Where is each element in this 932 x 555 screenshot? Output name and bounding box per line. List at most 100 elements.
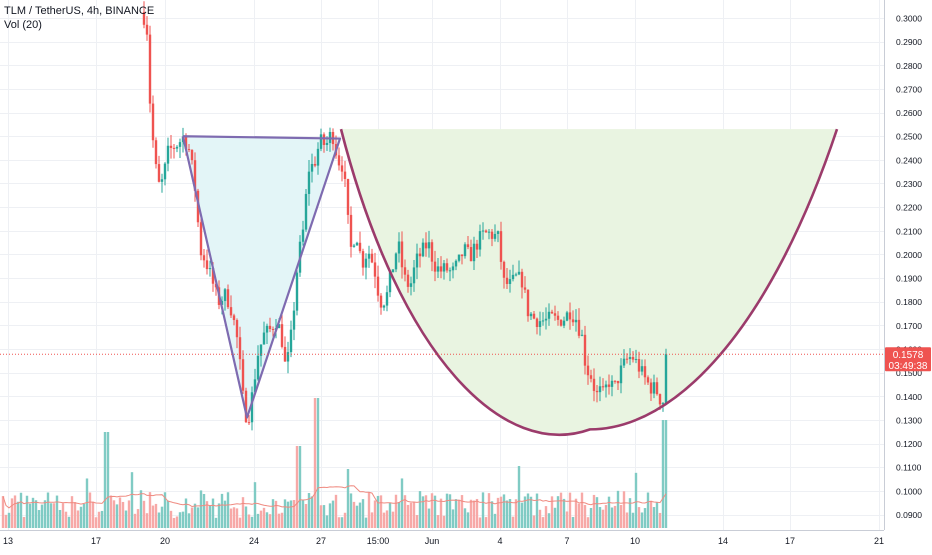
candle-body <box>439 266 443 272</box>
volume-bar <box>115 504 119 528</box>
volume-bar <box>442 515 446 528</box>
candle-down <box>283 336 287 362</box>
candle-down <box>238 326 242 370</box>
price-tick-label: 0.3000 <box>896 14 922 24</box>
candle-body <box>175 146 179 149</box>
candle-body <box>478 231 482 250</box>
volume-bar <box>562 498 566 528</box>
volume-indicator-label[interactable]: Vol (20) <box>4 19 42 31</box>
volume-bar <box>199 490 203 528</box>
volume-bar <box>244 506 248 528</box>
volume-bar <box>454 499 458 528</box>
volume-bar <box>37 510 41 528</box>
candle-body <box>610 380 614 387</box>
candle-body <box>547 311 551 319</box>
candle-body <box>229 307 233 316</box>
candle-down <box>202 248 206 268</box>
volume-bar <box>268 514 272 528</box>
volume-bar <box>13 495 17 528</box>
volume-bar <box>235 508 239 528</box>
candle-up <box>427 230 431 258</box>
volume-bar <box>493 513 497 528</box>
candle-body <box>397 241 401 254</box>
volume-bar <box>649 500 653 528</box>
volume-bar <box>31 497 35 528</box>
price-tick-label: 0.1500 <box>896 368 922 378</box>
volume-bar <box>178 512 182 528</box>
volume-bar <box>232 507 236 528</box>
candle-up <box>511 264 515 282</box>
volume-bar <box>253 482 257 528</box>
volume-bar <box>409 502 413 528</box>
time-tick-label: 13 <box>3 536 13 546</box>
candle-body <box>361 251 365 268</box>
candle-up <box>160 173 164 193</box>
candle-down <box>361 248 365 276</box>
volume-bar <box>451 509 455 528</box>
candle-up <box>163 162 167 186</box>
volume-bar <box>91 501 95 528</box>
volume-bar <box>328 503 332 528</box>
candle-body <box>277 324 281 329</box>
candle-body <box>502 261 506 278</box>
candle-body <box>658 394 662 405</box>
candle-body <box>493 233 497 239</box>
candle-down <box>226 284 230 309</box>
candle-up <box>289 320 293 358</box>
candle-up <box>250 386 254 431</box>
candle-down <box>490 229 494 247</box>
volume-bar <box>1 496 5 528</box>
candle-body <box>601 386 605 388</box>
volume-bar <box>538 509 542 528</box>
candle-body <box>637 359 641 372</box>
candle-body <box>454 260 458 267</box>
candle-up <box>262 321 266 345</box>
candle-body <box>481 230 485 232</box>
candle-body <box>652 382 656 394</box>
price-tick-label: 0.1400 <box>896 392 922 402</box>
volume-bar <box>361 499 365 528</box>
time-tick-label: Jun <box>425 536 440 546</box>
volume-bar <box>598 507 602 528</box>
candle-down <box>373 252 377 289</box>
volume-bar <box>130 472 134 528</box>
volume-bar <box>625 512 629 528</box>
volume-bar <box>376 495 380 528</box>
candle-down <box>406 269 410 293</box>
volume-bar <box>64 511 68 528</box>
time-axis[interactable]: 13 17 20 24 27 15:00 Jun 4 7 10 14 17 21 <box>3 536 884 546</box>
volume-bar <box>661 420 665 528</box>
volume-bar <box>403 495 407 528</box>
volume-bar <box>109 495 113 528</box>
candle-down <box>268 317 272 333</box>
candle-up <box>538 311 542 336</box>
candle-up <box>292 302 296 341</box>
candle-body <box>649 382 653 394</box>
candle-up <box>508 269 512 293</box>
candle-up <box>409 276 413 296</box>
volume-bar <box>259 510 263 528</box>
volume-bar <box>88 492 92 528</box>
candle-down <box>601 378 605 391</box>
candle-down <box>199 217 203 261</box>
candle-body <box>250 392 254 423</box>
candle-body <box>400 241 404 268</box>
candle-down <box>607 374 611 395</box>
volume-bar <box>634 472 638 528</box>
price-tick-label: 0.1700 <box>896 321 922 331</box>
candle-body <box>205 260 209 270</box>
volume-bar <box>568 492 572 528</box>
volume-bar <box>523 496 527 528</box>
candle-body <box>280 324 284 347</box>
candle-down <box>241 350 245 394</box>
volume-bar <box>301 500 305 528</box>
volume-bar <box>7 512 11 528</box>
volume-bar <box>349 493 353 528</box>
candle-body <box>568 312 572 320</box>
candle-body <box>208 268 212 270</box>
symbol-title[interactable]: TLM / TetherUS, 4h, BINANCE <box>4 5 155 17</box>
volume-bar <box>610 507 614 528</box>
candle-body <box>634 359 638 361</box>
candle-down <box>646 375 650 385</box>
